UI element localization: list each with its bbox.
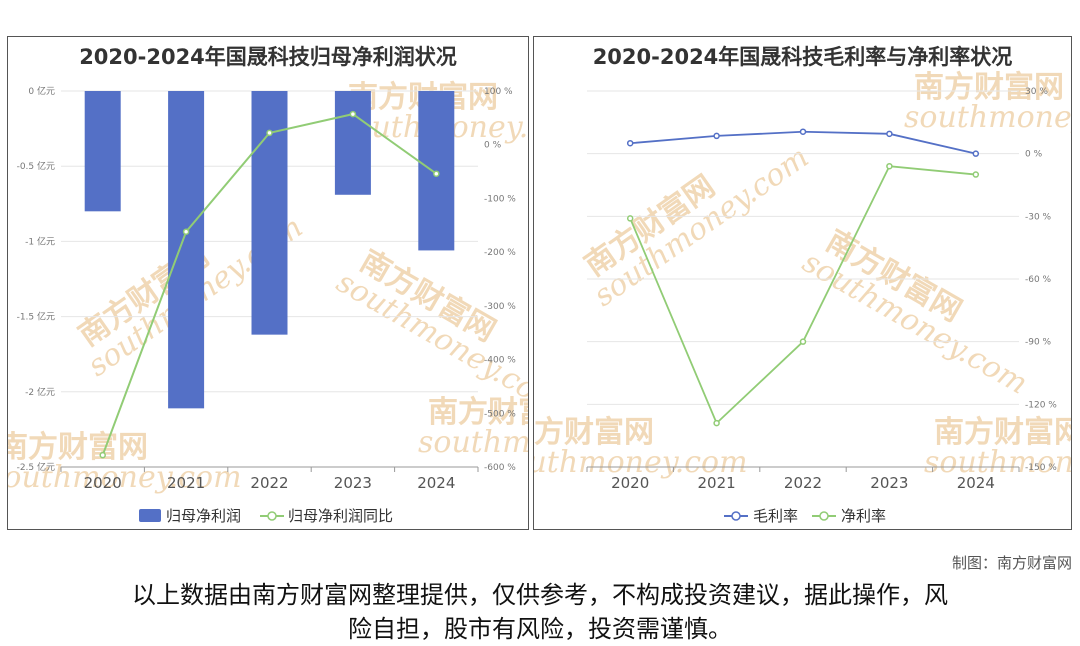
left-axis-tick: -2 亿元 [25,386,55,398]
left-axis-tick: -2.5 亿元 [17,461,55,473]
right-axis-tick: -90 % [1025,338,1052,348]
right-axis-tick: -200 % [484,248,516,258]
left-axis-tick: -0.5 亿元 [17,160,55,172]
right-axis-tick: -300 % [484,302,516,312]
x-axis-tick-label: 2020 [84,474,122,492]
bar-2023 [334,91,371,195]
bar-2022 [251,91,288,335]
legend-label-1: 净利率 [841,507,886,525]
watermark-en-text: southmoney.com [904,100,1072,135]
watermark-en-text: southmoney.com [8,460,242,495]
legend-label-line: 归母净利润同比 [288,507,393,525]
line-point-2022 [266,129,273,137]
right-axis-tick: 0 % [484,141,502,151]
right-axis-tick: -400 % [484,356,516,366]
left-axis-tick: 0 亿元 [28,85,55,97]
right-axis-tick: -120 % [1025,400,1057,410]
left-axis-tick: -1.5 亿元 [17,311,55,323]
x-axis-tick-label: 2024 [417,474,455,492]
right-chart-title: 2020-2024年国晟科技毛利率与净利率状况 [592,45,1013,69]
right-axis-tick: -30 % [1025,212,1052,222]
right-chart-panel: 2020-2024年国晟科技毛利率与净利率状况 南方财富网 southmoney.… [533,36,1072,530]
disclaimer-line-2: 险自担，股市有风险，投资需谨慎。 [348,615,732,643]
line-point-0-2023 [886,130,893,138]
line-series-0 [630,130,977,155]
x-axis-tick-label: 2023 [334,474,372,492]
right-axis-tick: -600 % [484,463,516,473]
left-chart-panel: 2020-2024年国晟科技归母净利润状况 南方财富网southmoney.co… [7,36,529,530]
right-axis-tick: -60 % [1025,275,1052,285]
legend-swatch-marker [267,511,277,521]
left-chart-svg: 南方财富网southmoney.com南方财富网southmoney.com南方… [8,80,529,525]
line-point-1-2022 [799,338,807,345]
watermark-en-text: southmoney.com [534,445,748,480]
legend-swatch-bar [139,509,161,522]
watermark-en-text: southmoney.com [924,445,1072,480]
line-point-0-2022 [799,128,807,135]
line-point-2021 [182,228,190,235]
x-axis-tick-label: 2021 [167,474,205,492]
watermark-cn-text: 南方财富网 [8,430,148,465]
watermark-cn-text: 南方财富网 [534,415,654,450]
line-point-2020 [99,451,106,459]
disclaimer-line-1: 以上数据由南方财富网整理提供，仅供参考，不构成投资建议，据此操作，风 [132,581,948,609]
line-point-0-2021 [713,132,720,140]
x-axis-tick-label: 2022 [784,474,822,492]
bar-2021 [168,91,205,409]
watermark-cn-text: 南方财富网 [428,395,529,430]
right-axis-tick: -150 % [1025,463,1057,473]
line-point-1-2020 [626,215,634,222]
legend-label-bar: 归母净利润 [166,507,241,525]
disclaimer: 以上数据由南方财富网整理提供，仅供参考，不构成投资建议，据此操作，风 险自担，股… [0,578,1080,646]
legend-label-0: 毛利率 [753,507,798,525]
right-axis-tick: 30 % [1025,87,1048,97]
right-axis-tick: 0 % [1025,150,1043,160]
line-point-0-2024 [972,150,980,157]
legend-swatch-marker-0 [731,511,741,521]
watermark-cn-text: 南方财富网 [934,415,1072,450]
bar-2020 [84,91,121,212]
x-axis-tick-label: 2021 [698,474,736,492]
right-axis-tick: 100 % [484,87,513,97]
watermark-en-text: southmoney.com [418,425,529,460]
chart-credit: 制图：南方财富网 [951,554,1072,572]
legend-swatch-marker-1 [819,511,829,521]
line-point-0-2020 [626,139,634,147]
line-point-2023 [349,110,357,118]
x-axis-tick-label: 2023 [870,474,908,492]
line-point-1-2023 [886,162,893,170]
watermark-cn-text: 南方财富网 [914,70,1064,105]
line-point-1-2021 [713,419,720,427]
right-axis-tick: -500 % [484,409,516,419]
line-point-1-2024 [972,171,980,178]
line-point-2024 [433,170,440,177]
left-chart-title: 2020-2024年国晟科技归母净利润状况 [79,45,457,69]
x-axis-tick-label: 2022 [250,474,288,492]
right-axis-tick: -100 % [484,194,516,204]
left-axis-tick: -1 亿元 [25,235,55,247]
x-axis-tick-label: 2024 [957,474,995,492]
x-axis-tick-label: 2020 [611,474,649,492]
